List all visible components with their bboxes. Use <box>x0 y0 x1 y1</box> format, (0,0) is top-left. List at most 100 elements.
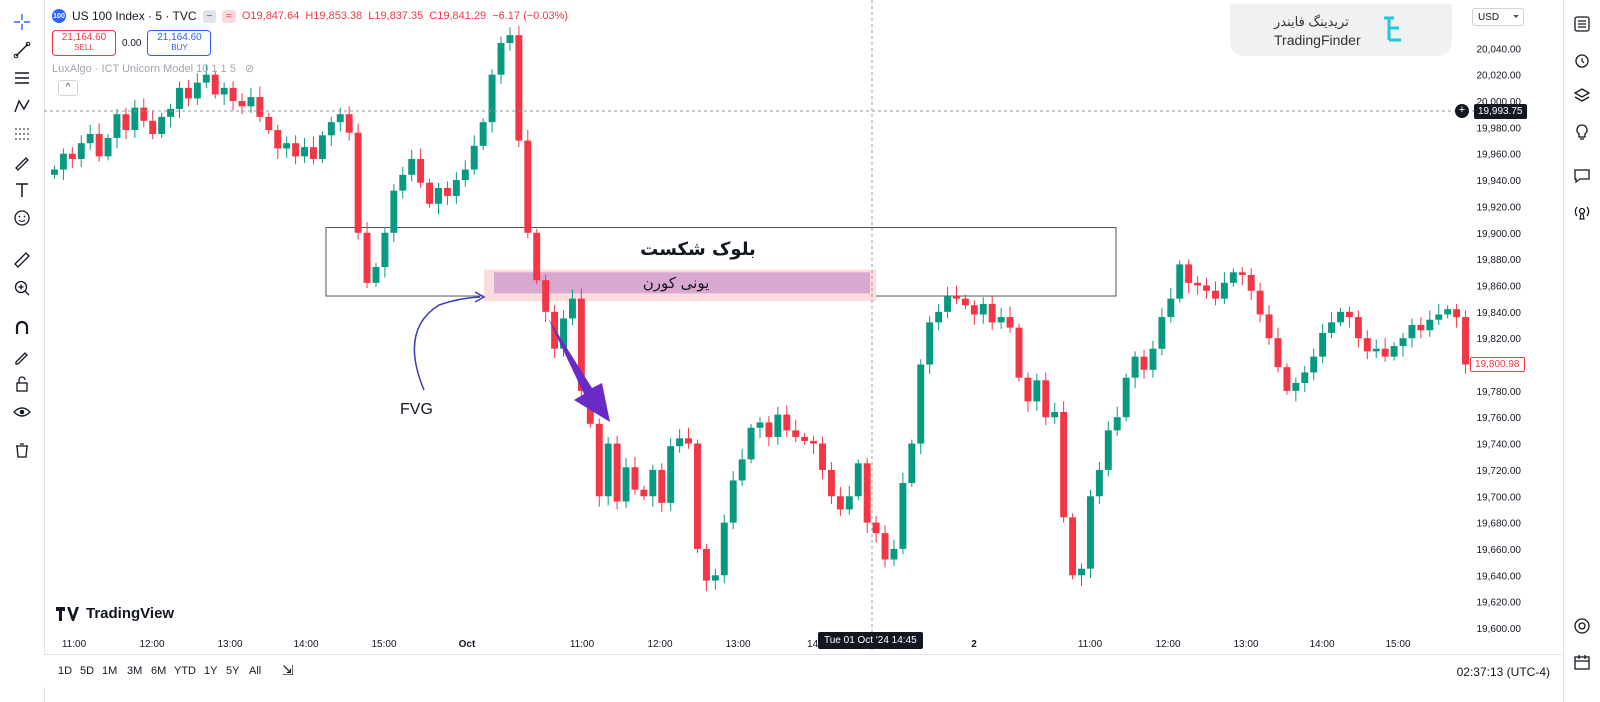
clock[interactable]: 02:37:13 (UTC-4) <box>1456 665 1550 679</box>
candle-body <box>1149 348 1157 370</box>
x-tick-label: 11:00 <box>570 639 595 650</box>
pencil-lock-icon[interactable] <box>10 344 34 368</box>
range-1d[interactable]: 1D <box>58 665 73 677</box>
crosshair-price-badge: 19,993.75 <box>1474 104 1527 119</box>
buy-button[interactable]: 21,164.60 BUY <box>147 30 212 56</box>
add-alert-button[interactable]: + <box>1455 104 1469 118</box>
candle-body <box>1354 317 1362 339</box>
candle-body <box>1015 327 1023 378</box>
trash-icon[interactable] <box>10 438 34 462</box>
candle-body <box>345 114 353 133</box>
candle-body <box>86 133 94 144</box>
candle-body <box>1140 356 1148 370</box>
drawing-toolbar <box>0 0 45 702</box>
candle-body <box>765 422 773 437</box>
range-1y[interactable]: 1Y <box>204 665 218 677</box>
candle-body <box>970 305 978 315</box>
candle-body <box>479 122 487 146</box>
candle-body <box>1310 356 1318 373</box>
candle-body <box>1265 314 1273 339</box>
chart-header: 100 US 100 Index · 5 · TVC − ≈ O19,847.6… <box>52 9 568 23</box>
crosshair-icon[interactable] <box>10 10 34 34</box>
ruler-icon[interactable] <box>10 248 34 272</box>
pattern-icon[interactable] <box>10 94 34 118</box>
eye-icon[interactable] <box>10 400 34 424</box>
candle-body <box>122 114 130 131</box>
candle-body <box>926 322 934 365</box>
candle-body <box>979 303 987 315</box>
emoji-icon[interactable] <box>10 206 34 230</box>
x-tick-label: 2 <box>971 639 977 650</box>
candle-body <box>435 187 442 204</box>
candle-body <box>68 153 76 160</box>
x-tick-label: 14:00 <box>293 639 318 650</box>
candle-body <box>685 438 693 444</box>
candle-body <box>658 469 666 503</box>
candle-body <box>792 430 800 437</box>
magnet-icon[interactable] <box>10 316 34 340</box>
collapse-button[interactable]: ^ <box>58 80 78 96</box>
indicator-legend[interactable]: LuxAlgo · ICT Unicorn Model 10 1 1 5 ⊘ <box>52 62 254 75</box>
brush-icon[interactable] <box>10 150 34 174</box>
currency-select[interactable]: USD <box>1472 8 1524 26</box>
text-icon[interactable] <box>10 178 34 202</box>
trend-line-icon[interactable] <box>10 38 34 62</box>
layers-icon[interactable] <box>1570 84 1594 108</box>
candle-body <box>1462 317 1469 365</box>
lightbulb-icon[interactable] <box>1570 120 1594 144</box>
candle-body <box>1399 338 1407 347</box>
wave-pill[interactable]: ≈ <box>222 9 236 23</box>
range-5d[interactable]: 5D <box>80 665 95 677</box>
candle-body <box>113 114 121 138</box>
candle-body <box>1256 290 1264 315</box>
y-tick-label: 19,640.00 <box>1477 571 1522 582</box>
y-tick-label: 19,860.00 <box>1477 281 1522 292</box>
candle-body <box>1194 282 1202 286</box>
candle-body <box>756 422 764 428</box>
range-all[interactable]: All <box>249 665 262 677</box>
calendar-icon[interactable] <box>1570 650 1594 674</box>
indicator-label: LuxAlgo · ICT Unicorn Model 10 1 1 5 <box>52 63 236 75</box>
candle-body <box>283 143 291 149</box>
target-icon[interactable] <box>1570 614 1594 638</box>
candle-body <box>863 463 871 523</box>
range-5y[interactable]: 5Y <box>226 665 240 677</box>
candle-body <box>488 74 496 123</box>
unicorn-zone-label: یونی کورن <box>643 274 710 292</box>
alarm-clock-icon[interactable] <box>1570 48 1594 72</box>
range-6m[interactable]: 6M <box>151 665 167 677</box>
eye-hidden-icon[interactable]: ⊘ <box>244 63 255 75</box>
y-tick-label: 20,000.00 <box>1477 97 1522 108</box>
zoom-in-icon[interactable] <box>10 276 34 300</box>
horizontal-lines-icon[interactable] <box>10 66 34 90</box>
range-ytd[interactable]: YTD <box>174 665 196 677</box>
candle-body <box>1176 264 1184 299</box>
crosshair-time-badge: Tue 01 Oct '24 14:45 <box>818 632 923 649</box>
candle-body <box>1167 298 1175 318</box>
candle-body <box>845 496 853 510</box>
minus-pill[interactable]: − <box>202 9 217 23</box>
sell-button[interactable]: 21,164.60 SELL <box>52 30 116 56</box>
y-tick-label: 19,700.00 <box>1477 492 1522 503</box>
candle-body <box>676 438 684 447</box>
fib-icon[interactable] <box>10 122 34 146</box>
candle-body <box>1274 338 1282 368</box>
candle-body <box>577 298 585 391</box>
range-3m[interactable]: 3M <box>127 665 143 677</box>
tradingview-logo[interactable]: TradingView <box>56 605 174 622</box>
goto-date-icon[interactable]: ⇲ <box>282 662 294 678</box>
candle-body <box>318 135 326 160</box>
range-1m[interactable]: 1M <box>102 665 118 677</box>
chat-icon[interactable] <box>1570 164 1594 188</box>
candle-body <box>836 496 844 510</box>
watchlist-icon[interactable] <box>1570 12 1594 36</box>
broadcast-icon[interactable] <box>1570 200 1594 224</box>
candle-body <box>149 120 157 134</box>
lock-icon[interactable] <box>10 372 34 396</box>
brand-name-en: TradingFinder <box>1274 32 1361 48</box>
price-chart[interactable]: 20,040.00 20,020.00 20,000.00 19,980.00 19,9… <box>44 0 1524 654</box>
candle-body <box>1042 380 1050 418</box>
candle-body <box>229 87 237 102</box>
tv-logo-text: TradingView <box>86 605 175 622</box>
symbol-title[interactable]: US 100 Index · 5 · TVC <box>72 9 197 23</box>
